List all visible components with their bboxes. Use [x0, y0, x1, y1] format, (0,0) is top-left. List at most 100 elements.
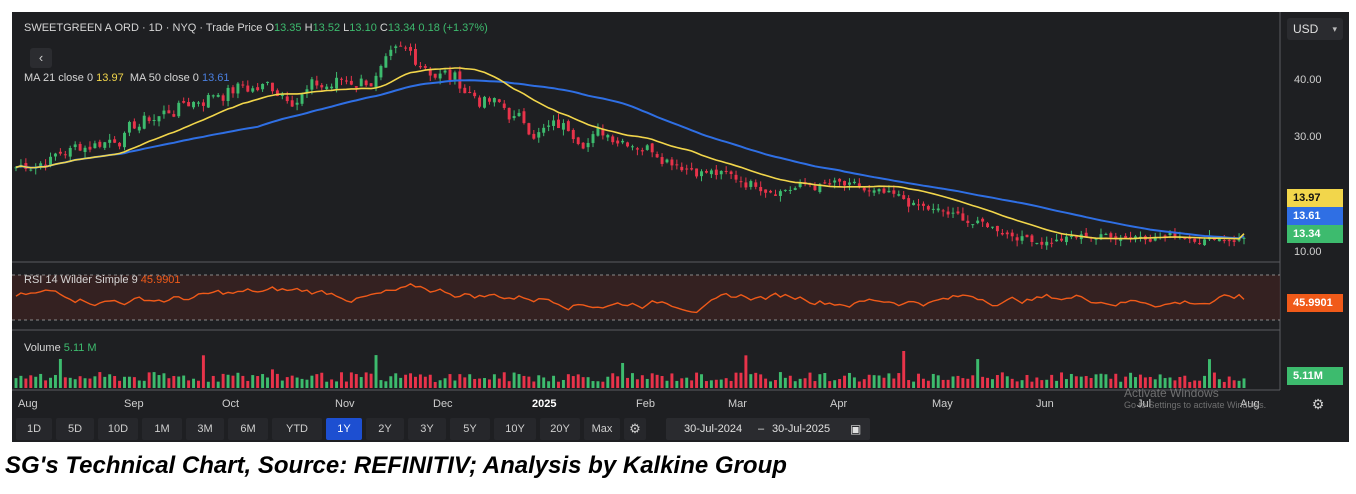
candle-body [675, 164, 679, 166]
range-20y-button[interactable]: 20Y [540, 418, 580, 440]
volume-bar [58, 358, 62, 388]
volume-bar [921, 378, 925, 388]
volume-bar [867, 374, 871, 388]
chart-plot-area[interactable] [12, 12, 1349, 442]
volume-value: 5.11 M [63, 342, 97, 354]
candle-body [1188, 237, 1192, 239]
candle-body [483, 96, 486, 108]
candle-body [857, 183, 861, 188]
collapse-legend-button[interactable]: ‹ [30, 48, 52, 68]
candle-body [192, 101, 196, 108]
volume-bar [744, 355, 748, 388]
volume-bar [1060, 372, 1063, 388]
currency-select[interactable]: USD ▾ [1287, 18, 1343, 40]
volume-bar [601, 381, 605, 388]
volume-bar [778, 372, 782, 388]
candle-body [438, 73, 442, 79]
range-ytd-button[interactable]: YTD [272, 418, 322, 440]
range-5d-button[interactable]: 5D [56, 418, 94, 440]
volume-bar [1183, 375, 1187, 388]
volume-bar [902, 350, 906, 388]
range-3y-button[interactable]: 3Y [408, 418, 446, 440]
volume-bar [1227, 376, 1231, 388]
date-from[interactable]: 30-Jul-2024 [684, 423, 743, 435]
volume-legend[interactable]: Volume 5.11 M [24, 342, 97, 354]
candle-body [788, 189, 792, 191]
candle-body [39, 163, 43, 168]
volume-bar [621, 362, 625, 388]
volume-bar [340, 372, 343, 388]
volume-bar [379, 380, 383, 388]
range-6m-button[interactable]: 6M [228, 418, 268, 440]
candle-body [497, 99, 501, 102]
ma21-label: MA 21 close 0 [24, 72, 94, 84]
volume-bar [1109, 378, 1113, 388]
volume-bar [1055, 380, 1059, 388]
low-label: L [343, 22, 350, 34]
date-to[interactable]: 30-Jul-2025 [772, 423, 831, 435]
x-tick-label: May [932, 398, 953, 410]
volume-bar [1084, 376, 1088, 388]
candle-body [453, 72, 457, 80]
candle-body [413, 49, 417, 65]
candle-body [340, 78, 343, 80]
ma50-price-tag: 13.61 [1287, 207, 1343, 225]
candle-body [359, 78, 363, 87]
watermark-text: Activate Windows [1124, 386, 1219, 400]
range-max-button[interactable]: Max [584, 418, 620, 440]
candle-body [626, 142, 630, 147]
range-10y-button[interactable]: 10Y [494, 418, 536, 440]
ma-legend[interactable]: MA 21 close 0 13.97 MA 50 close 0 13.61 [24, 72, 230, 84]
calendar-icon[interactable]: ▣ [850, 422, 862, 436]
candle-body [182, 101, 186, 103]
candle-body [586, 142, 590, 148]
candle-body [423, 66, 427, 68]
candle-body [961, 213, 965, 221]
date-range-picker[interactable]: 30-Jul-2024 – 30-Jul-2025 ▣ [666, 418, 870, 440]
range-settings-icon[interactable]: ⚙ [624, 418, 646, 440]
settings-icon[interactable]: ⚙ [1311, 396, 1325, 412]
candle-body [389, 49, 393, 56]
volume-bar [862, 379, 866, 388]
range-1m-button[interactable]: 1M [142, 418, 182, 440]
ma21-price-tag: 13.97 [1287, 189, 1343, 207]
candle-body [897, 194, 901, 196]
volume-bar [142, 380, 146, 388]
chart-panel[interactable]: SWEETGREEN A ORD · 1D · NYQ · Trade Pric… [12, 12, 1349, 442]
volume-bar [892, 378, 896, 388]
volume-bar [246, 380, 250, 388]
range-3m-button[interactable]: 3M [186, 418, 224, 440]
candle-body [744, 182, 748, 188]
candle-body [838, 178, 842, 182]
range-2y-button[interactable]: 2Y [366, 418, 404, 440]
y-tick-label: 30.00 [1294, 131, 1322, 143]
candle-body [1242, 237, 1246, 239]
volume-bar [231, 375, 235, 388]
range-5y-button[interactable]: 5Y [450, 418, 490, 440]
candle-body [1074, 236, 1078, 238]
range-1y-button[interactable]: 1Y [326, 418, 362, 440]
volume-bar [132, 377, 136, 388]
volume-bar [976, 359, 980, 388]
volume-bar [946, 379, 950, 388]
candle-body [547, 125, 551, 127]
volume-bar [443, 378, 447, 388]
rsi-legend[interactable]: RSI 14 Wilder Simple 9 45.9901 [24, 274, 181, 286]
candle-body [843, 180, 847, 186]
volume-bar [675, 380, 679, 388]
volume-bar [606, 376, 610, 388]
candle-body [774, 194, 777, 196]
volume-bar [640, 375, 644, 388]
rsi-value: 45.9901 [140, 274, 181, 286]
y-tick-label: 10.00 [1294, 246, 1322, 258]
candle-body [714, 169, 718, 176]
range-1d-button[interactable]: 1D [16, 418, 52, 440]
x-tick-label: Jul [1137, 398, 1152, 410]
volume-bar [823, 373, 827, 388]
candle-body [468, 92, 472, 94]
rsi-value-tag: 45.9901 [1287, 294, 1343, 312]
volume-bar [522, 375, 526, 388]
volume-bar [330, 379, 334, 388]
candle-body [1099, 234, 1103, 240]
range-10d-button[interactable]: 10D [98, 418, 138, 440]
